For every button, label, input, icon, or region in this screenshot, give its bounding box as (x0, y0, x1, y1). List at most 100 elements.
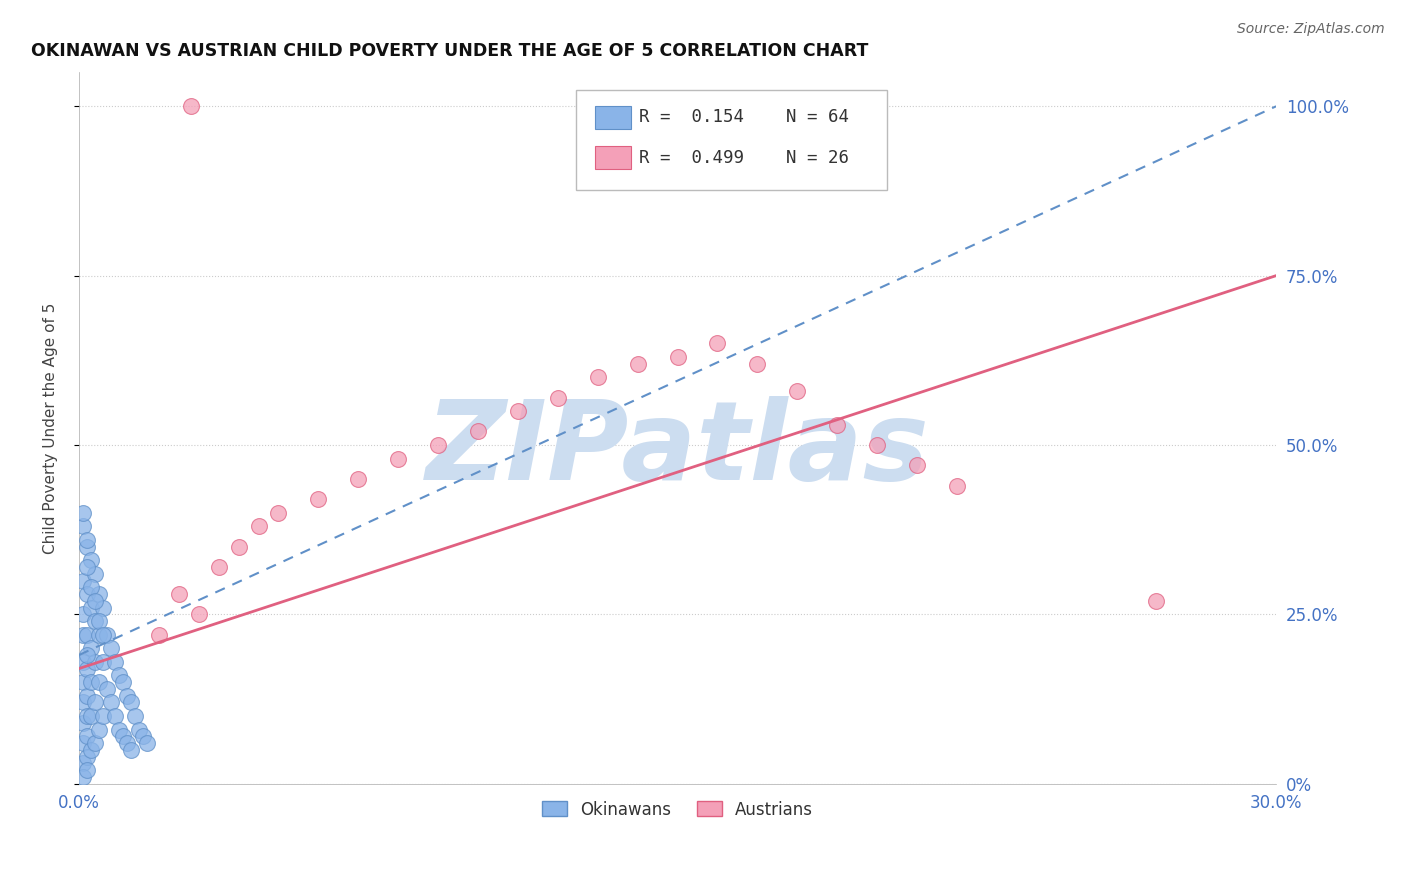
Point (76, 709, 98, 723)
Point (91, 600, 114, 615)
Point (148, 628, 170, 642)
Point (72, 655, 94, 669)
Point (96, 681, 118, 696)
Y-axis label: Child Poverty Under the Age of 5: Child Poverty Under the Age of 5 (44, 302, 58, 554)
Point (124, 709, 146, 723)
Point (228, 540, 250, 554)
Text: ZIPatlas: ZIPatlas (426, 396, 929, 503)
Point (72, 736, 94, 750)
Point (91, 628, 114, 642)
Point (87, 614, 110, 628)
Point (80, 580, 103, 594)
Point (87, 675, 110, 690)
Point (76, 729, 98, 743)
Point (467, 425, 489, 439)
Point (84, 695, 107, 709)
Point (80, 553, 103, 567)
Point (108, 668, 131, 682)
Point (76, 648, 98, 662)
Point (72, 675, 94, 690)
Point (115, 736, 138, 750)
Point (76, 540, 98, 554)
Point (946, 478, 969, 492)
Point (307, 492, 329, 507)
Text: Source: ZipAtlas.com: Source: ZipAtlas.com (1237, 22, 1385, 37)
Point (76, 662, 98, 676)
Point (135, 736, 157, 750)
Point (247, 519, 270, 533)
Point (180, 99, 202, 113)
Point (72, 715, 94, 730)
Point (72, 695, 94, 709)
Text: R =  0.154    N = 64: R = 0.154 N = 64 (640, 108, 849, 127)
FancyBboxPatch shape (576, 90, 887, 190)
Point (111, 729, 134, 743)
FancyBboxPatch shape (595, 106, 631, 128)
Point (747, 357, 769, 371)
Point (427, 438, 450, 452)
Point (76, 533, 98, 547)
Point (87, 723, 110, 737)
Point (626, 357, 648, 371)
Point (96, 628, 118, 642)
Point (72, 770, 94, 784)
Point (100, 641, 122, 656)
Point (111, 675, 134, 690)
Point (108, 723, 131, 737)
Point (91, 655, 114, 669)
Point (72, 628, 94, 642)
Point (207, 560, 229, 574)
Point (76, 689, 98, 703)
Point (80, 675, 103, 690)
Legend: Okinawans, Austrians: Okinawans, Austrians (536, 794, 820, 825)
Point (267, 506, 290, 520)
Point (80, 709, 103, 723)
Point (866, 438, 889, 452)
Point (84, 736, 107, 750)
Point (91, 709, 114, 723)
Point (84, 566, 107, 581)
Point (586, 370, 609, 384)
Point (72, 506, 94, 520)
Point (72, 607, 94, 622)
Point (76, 587, 98, 601)
Point (128, 723, 150, 737)
Point (347, 472, 370, 486)
Point (84, 614, 107, 628)
Point (786, 384, 808, 398)
Point (76, 628, 98, 642)
Point (84, 594, 107, 608)
Point (72, 574, 94, 588)
Point (115, 689, 138, 703)
Text: R =  0.499    N = 26: R = 0.499 N = 26 (640, 149, 849, 167)
Point (706, 336, 728, 351)
Point (72, 756, 94, 771)
Point (80, 641, 103, 656)
Point (387, 451, 409, 466)
Point (167, 587, 190, 601)
Point (825, 417, 848, 432)
Point (87, 628, 110, 642)
Point (120, 695, 142, 709)
Point (187, 607, 209, 622)
Point (87, 587, 110, 601)
Point (132, 729, 155, 743)
Point (104, 655, 127, 669)
Point (506, 404, 529, 418)
Point (76, 560, 98, 574)
Point (80, 743, 103, 757)
Point (666, 350, 689, 364)
Point (80, 600, 103, 615)
FancyBboxPatch shape (595, 146, 631, 169)
Point (72, 519, 94, 533)
Point (547, 391, 569, 405)
Point (76, 763, 98, 777)
Point (76, 749, 98, 764)
Point (84, 655, 107, 669)
Point (104, 709, 127, 723)
Text: OKINAWAN VS AUSTRIAN CHILD POVERTY UNDER THE AGE OF 5 CORRELATION CHART: OKINAWAN VS AUSTRIAN CHILD POVERTY UNDER… (31, 42, 869, 60)
Point (905, 458, 928, 473)
Point (1144, 594, 1167, 608)
Point (120, 743, 142, 757)
Point (100, 695, 122, 709)
